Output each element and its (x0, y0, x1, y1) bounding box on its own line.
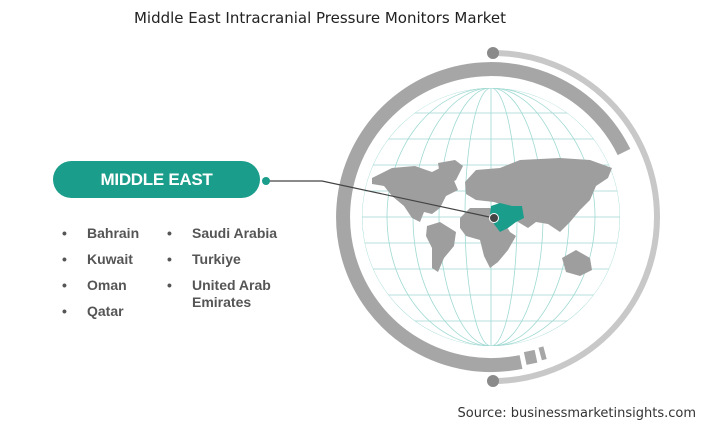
list-item: • Qatar (62, 303, 124, 319)
source-text: Source: businessmarketinsights.com (457, 406, 696, 421)
region-label-pill: MIDDLE EAST (53, 161, 260, 198)
list-item: • Turkiye (167, 251, 241, 267)
south-america (426, 222, 456, 272)
australia (562, 250, 592, 276)
bullet-icon: • (62, 277, 67, 293)
connector-start-dot (262, 177, 270, 185)
country-list-1: • Bahrain • Kuwait • Oman • Qatar (62, 225, 139, 329)
bullet-icon: • (62, 251, 67, 267)
arc-block (523, 349, 538, 365)
list-item: • Bahrain (62, 225, 140, 241)
location-marker (489, 213, 499, 223)
north-america (372, 166, 458, 222)
bullet-icon: • (62, 303, 67, 319)
list-item: • Oman (62, 277, 127, 293)
list-item: • Saudi Arabia (167, 225, 278, 241)
thick-arc (336, 62, 631, 373)
bullet-icon: • (167, 225, 172, 241)
country-list-2: • Saudi Arabia • Turkiye • United Arab Emir… (167, 225, 287, 320)
greenland (438, 160, 463, 186)
arc-top-dot (487, 47, 499, 59)
chart-title: Middle East Intracranial Pressure Monito… (133, 9, 506, 27)
middle-east-highlight (490, 203, 524, 232)
list-item: • United Arab Emirates (167, 277, 271, 310)
eurasia (465, 158, 612, 232)
list-item: • Kuwait (62, 251, 133, 267)
outer-arc (492, 50, 660, 384)
arc-block (538, 346, 547, 361)
connector-line (266, 180, 495, 219)
bullet-icon: • (167, 251, 172, 267)
arc-bottom-dot (487, 375, 499, 387)
bullet-icon: • (167, 277, 172, 293)
bullet-icon: • (62, 225, 67, 241)
